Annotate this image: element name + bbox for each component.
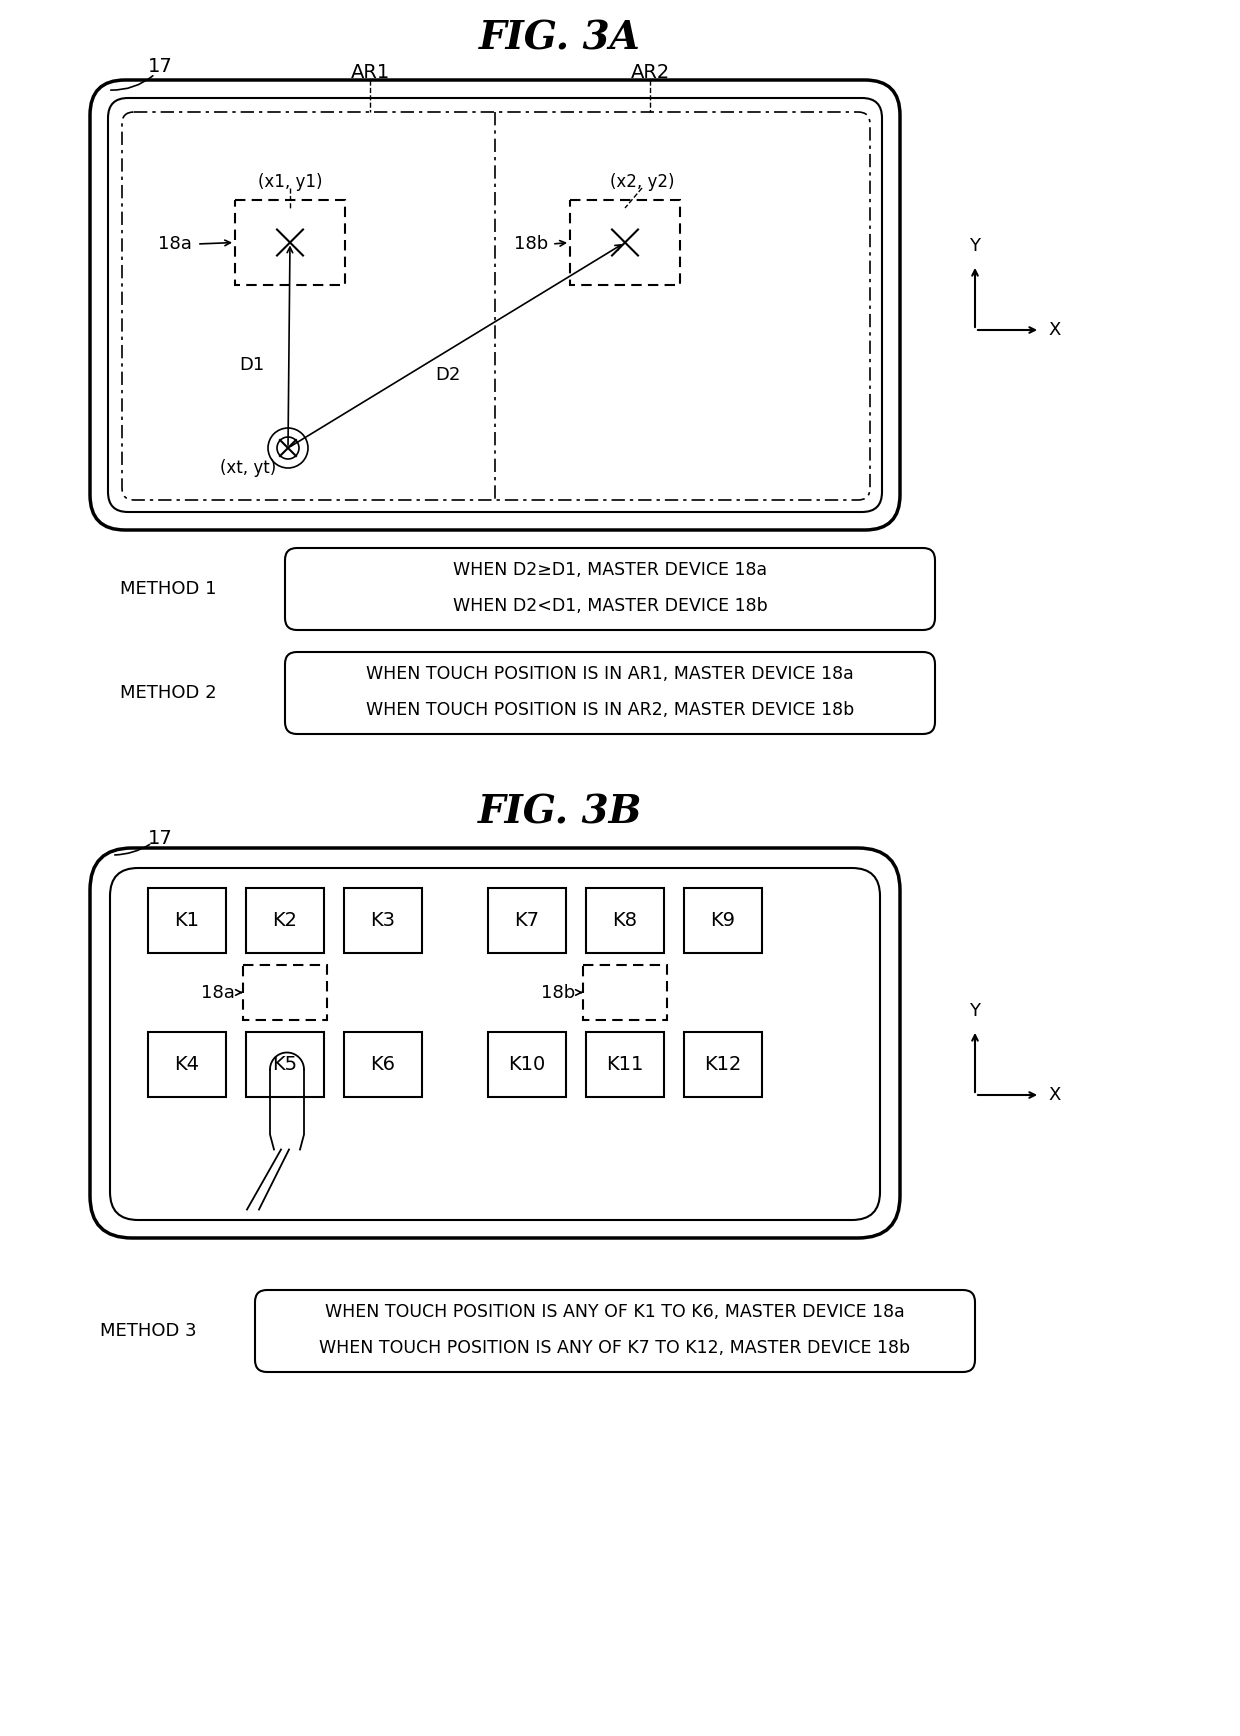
FancyBboxPatch shape — [110, 868, 880, 1220]
Text: 17: 17 — [148, 57, 172, 76]
FancyBboxPatch shape — [255, 1290, 975, 1371]
Text: D1: D1 — [239, 356, 264, 373]
Text: Y: Y — [970, 1002, 981, 1021]
FancyBboxPatch shape — [587, 1031, 663, 1097]
Text: Y: Y — [970, 238, 981, 255]
Text: (xt, yt): (xt, yt) — [219, 458, 277, 477]
Text: (x2, y2): (x2, y2) — [610, 174, 675, 191]
FancyBboxPatch shape — [236, 200, 345, 285]
Text: WHEN TOUCH POSITION IS IN AR2, MASTER DEVICE 18b: WHEN TOUCH POSITION IS IN AR2, MASTER DE… — [366, 701, 854, 719]
Text: WHEN TOUCH POSITION IS IN AR1, MASTER DEVICE 18a: WHEN TOUCH POSITION IS IN AR1, MASTER DE… — [366, 665, 854, 682]
FancyBboxPatch shape — [148, 1031, 226, 1097]
FancyBboxPatch shape — [91, 847, 900, 1238]
FancyBboxPatch shape — [489, 1031, 565, 1097]
Text: METHOD 2: METHOD 2 — [120, 684, 217, 701]
FancyBboxPatch shape — [684, 889, 763, 953]
FancyBboxPatch shape — [285, 549, 935, 630]
Text: 18b: 18b — [541, 984, 575, 1002]
FancyBboxPatch shape — [343, 889, 422, 953]
Text: AR2: AR2 — [630, 62, 670, 82]
Text: K2: K2 — [273, 911, 298, 930]
FancyBboxPatch shape — [108, 97, 882, 512]
Text: METHOD 1: METHOD 1 — [120, 580, 217, 597]
FancyBboxPatch shape — [570, 200, 680, 285]
Text: METHOD 3: METHOD 3 — [100, 1323, 197, 1340]
Text: K9: K9 — [711, 911, 735, 930]
FancyBboxPatch shape — [91, 80, 900, 529]
FancyBboxPatch shape — [343, 1031, 422, 1097]
Text: WHEN TOUCH POSITION IS ANY OF K7 TO K12, MASTER DEVICE 18b: WHEN TOUCH POSITION IS ANY OF K7 TO K12,… — [320, 1338, 910, 1358]
Text: FIG. 3A: FIG. 3A — [479, 19, 641, 57]
FancyBboxPatch shape — [285, 653, 935, 734]
FancyBboxPatch shape — [489, 889, 565, 953]
Text: FIG. 3B: FIG. 3B — [477, 793, 642, 832]
Text: 18b: 18b — [513, 234, 548, 253]
Text: WHEN D2≥D1, MASTER DEVICE 18a: WHEN D2≥D1, MASTER DEVICE 18a — [453, 561, 768, 580]
Text: 18a: 18a — [201, 984, 236, 1002]
Text: X: X — [1048, 1087, 1060, 1104]
Text: X: X — [1048, 321, 1060, 339]
FancyBboxPatch shape — [583, 965, 667, 1021]
Text: WHEN TOUCH POSITION IS ANY OF K1 TO K6, MASTER DEVICE 18a: WHEN TOUCH POSITION IS ANY OF K1 TO K6, … — [325, 1304, 905, 1321]
Text: K3: K3 — [371, 911, 396, 930]
FancyBboxPatch shape — [246, 1031, 324, 1097]
Text: K11: K11 — [606, 1055, 644, 1075]
Text: AR1: AR1 — [351, 62, 389, 82]
Text: K10: K10 — [508, 1055, 546, 1075]
FancyBboxPatch shape — [148, 889, 226, 953]
Text: 18a: 18a — [159, 234, 192, 253]
Text: K4: K4 — [175, 1055, 200, 1075]
FancyBboxPatch shape — [587, 889, 663, 953]
FancyBboxPatch shape — [243, 965, 327, 1021]
Text: (x1, y1): (x1, y1) — [258, 174, 322, 191]
Text: WHEN D2<D1, MASTER DEVICE 18b: WHEN D2<D1, MASTER DEVICE 18b — [453, 597, 768, 615]
Text: K5: K5 — [273, 1055, 298, 1075]
FancyBboxPatch shape — [684, 1031, 763, 1097]
Text: 17: 17 — [148, 828, 172, 847]
Text: K12: K12 — [704, 1055, 742, 1075]
Text: K7: K7 — [515, 911, 539, 930]
FancyBboxPatch shape — [246, 889, 324, 953]
Text: D2: D2 — [435, 366, 461, 384]
Text: K6: K6 — [371, 1055, 396, 1075]
Text: K8: K8 — [613, 911, 637, 930]
Text: K1: K1 — [175, 911, 200, 930]
